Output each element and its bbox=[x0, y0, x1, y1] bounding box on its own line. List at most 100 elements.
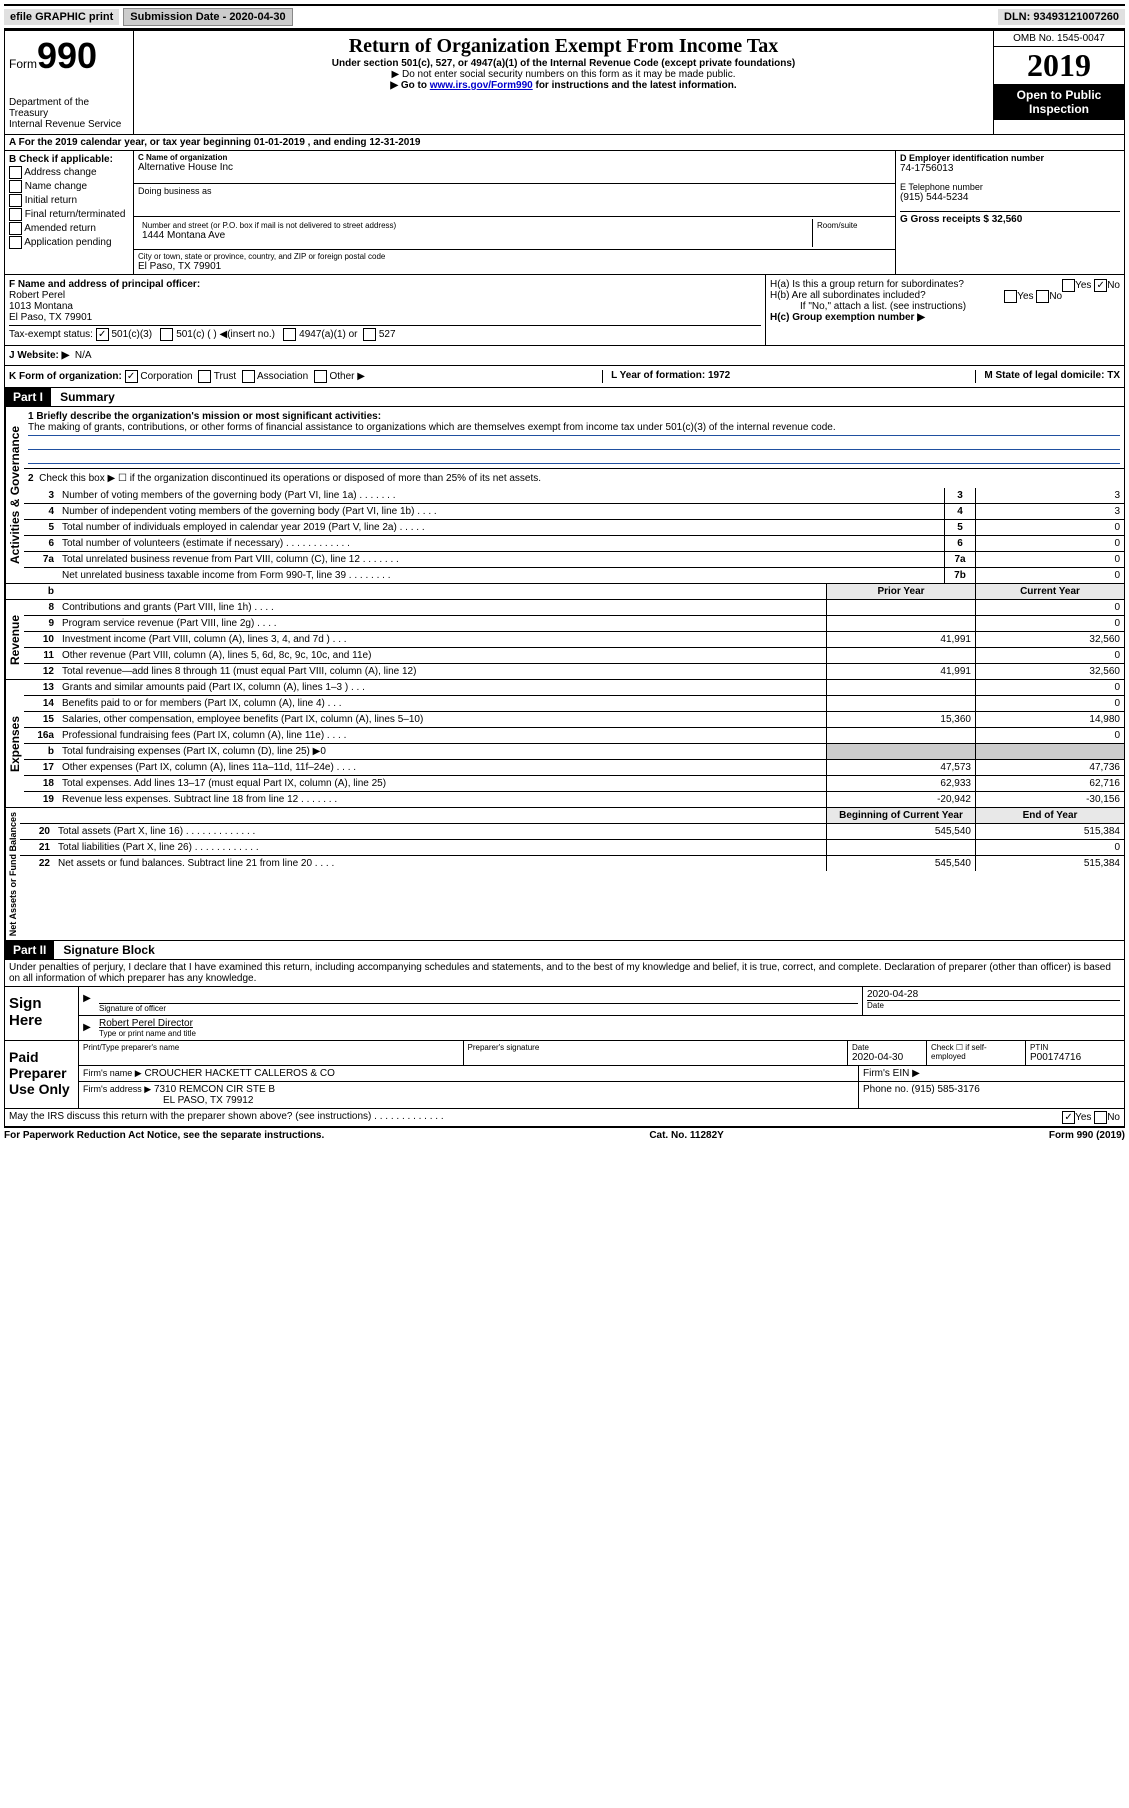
name-label: C Name of organization bbox=[138, 153, 891, 162]
rev-section: Revenue 8Contributions and grants (Part … bbox=[4, 600, 1125, 680]
prep-date: 2020-04-30 bbox=[852, 1052, 922, 1063]
part2-header-row: Part II Signature Block bbox=[4, 941, 1125, 960]
firm-phone: Phone no. (915) 585-3176 bbox=[859, 1082, 1124, 1108]
year-formation: L Year of formation: 1972 bbox=[602, 370, 738, 383]
tel-value: (915) 544-5234 bbox=[900, 192, 1120, 203]
hb-note: If "No," attach a list. (see instruction… bbox=[770, 301, 1120, 312]
part2-title: Signature Block bbox=[57, 943, 154, 957]
net-header-row: Net Assets or Fund Balances Beginning of… bbox=[4, 808, 1125, 941]
sig-name: Robert Perel Director bbox=[99, 1018, 1120, 1029]
ptin-label: PTIN bbox=[1030, 1043, 1120, 1052]
check-self: Check ☐ if self-employed bbox=[931, 1043, 1021, 1061]
sig-date: 2020-04-28 bbox=[867, 989, 1120, 1000]
row-j: J Website: ▶ N/A bbox=[4, 346, 1125, 366]
summary-line: 7aTotal unrelated business revenue from … bbox=[24, 552, 1124, 568]
paid-preparer-section: Paid Preparer Use Only Print/Type prepar… bbox=[4, 1041, 1125, 1109]
dept-label: Department of the TreasuryInternal Reven… bbox=[9, 97, 129, 130]
irs-link[interactable]: www.irs.gov/Form990 bbox=[430, 80, 533, 91]
exp-vert-label: Expenses bbox=[5, 680, 24, 807]
527-checkbox[interactable] bbox=[363, 328, 376, 341]
form-subtitle: Under section 501(c), 527, or 4947(a)(1)… bbox=[138, 58, 989, 69]
box-b: B Check if applicable: Address change Na… bbox=[5, 151, 134, 274]
prior-year-header: Prior Year bbox=[826, 584, 975, 599]
open-to-public: Open to Public Inspection bbox=[994, 84, 1124, 120]
exp-section: Expenses 13Grants and similar amounts pa… bbox=[4, 680, 1125, 808]
gov-vert-label: Activities & Governance bbox=[5, 407, 24, 583]
footer-left: For Paperwork Reduction Act Notice, see … bbox=[4, 1130, 324, 1141]
box-d: D Employer identification number 74-1756… bbox=[896, 151, 1124, 274]
rev-vert-label: Revenue bbox=[5, 600, 24, 679]
sign-here-section: Sign Here ▶ Signature of officer 2020-04… bbox=[4, 987, 1125, 1041]
dba-label: Doing business as bbox=[138, 186, 891, 196]
ptin-value: P00174716 bbox=[1030, 1052, 1120, 1063]
ha-label: H(a) Is this a group return for subordin… bbox=[770, 279, 1120, 290]
submission-button[interactable]: Submission Date - 2020-04-30 bbox=[123, 8, 292, 26]
form-note1: ▶ Do not enter social security numbers o… bbox=[138, 69, 989, 80]
end-year-header: End of Year bbox=[975, 808, 1124, 823]
summary-line: 22Net assets or fund balances. Subtract … bbox=[20, 856, 1124, 871]
summary-line: bTotal fundraising expenses (Part IX, co… bbox=[24, 744, 1124, 760]
footer-right: Form 990 (2019) bbox=[1049, 1130, 1125, 1141]
summary-line: 5Total number of individuals employed in… bbox=[24, 520, 1124, 536]
box-f-label: F Name and address of principal officer: bbox=[9, 279, 761, 290]
sig-officer-label: Signature of officer bbox=[99, 1003, 858, 1013]
line1-label: 1 Briefly describe the organization's mi… bbox=[28, 411, 1120, 422]
summary-line: 20Total assets (Part X, line 16) . . . .… bbox=[20, 824, 1124, 840]
line1-text: The making of grants, contributions, or … bbox=[28, 422, 1120, 433]
part2-declaration: Under penalties of perjury, I declare th… bbox=[4, 960, 1125, 987]
discuss-no[interactable] bbox=[1094, 1111, 1107, 1124]
rev-header-row: b Prior Year Current Year bbox=[4, 584, 1125, 600]
officer-addr1: 1013 Montana bbox=[9, 301, 761, 312]
gov-section: Activities & Governance 1 Briefly descri… bbox=[4, 407, 1125, 584]
omb-number: OMB No. 1545-0047 bbox=[994, 31, 1124, 47]
section-fh: F Name and address of principal officer:… bbox=[4, 275, 1125, 346]
form-note2: ▶ Go to www.irs.gov/Form990 for instruct… bbox=[138, 80, 989, 91]
city-label: City or town, state or province, country… bbox=[138, 252, 891, 261]
summary-line: 12Total revenue—add lines 8 through 11 (… bbox=[24, 664, 1124, 679]
box-c: C Name of organization Alternative House… bbox=[134, 151, 896, 274]
part1-header-row: Part I Summary bbox=[4, 388, 1125, 407]
corp-checkbox[interactable]: ✓ bbox=[125, 370, 138, 383]
page-footer: For Paperwork Reduction Act Notice, see … bbox=[4, 1127, 1125, 1143]
summary-line: 8Contributions and grants (Part VIII, li… bbox=[24, 600, 1124, 616]
org-city: El Paso, TX 79901 bbox=[138, 261, 891, 272]
form-label: Form bbox=[9, 57, 37, 71]
prep-sig-label: Preparer's signature bbox=[468, 1043, 844, 1052]
summary-line: 4Number of independent voting members of… bbox=[24, 504, 1124, 520]
sig-name-label: Type or print name and title bbox=[99, 1029, 1120, 1038]
summary-line: 3Number of voting members of the governi… bbox=[24, 488, 1124, 504]
ein-label: D Employer identification number bbox=[900, 153, 1120, 163]
discuss-yes[interactable]: ✓ bbox=[1062, 1111, 1075, 1124]
part1-header: Part I bbox=[5, 388, 51, 406]
org-name: Alternative House Inc bbox=[138, 162, 891, 173]
501c3-checkbox[interactable]: ✓ bbox=[96, 328, 109, 341]
state-domicile: M State of legal domicile: TX bbox=[975, 370, 1120, 383]
part2-header: Part II bbox=[5, 941, 54, 959]
hc-label: H(c) Group exemption number ▶ bbox=[770, 312, 1120, 323]
gross-receipts: G Gross receipts $ 32,560 bbox=[900, 214, 1022, 225]
4947-checkbox[interactable] bbox=[283, 328, 296, 341]
date-label: Date bbox=[867, 1000, 1120, 1010]
501c-checkbox[interactable] bbox=[160, 328, 173, 341]
tax-year: 2019 bbox=[994, 47, 1124, 84]
org-addr: 1444 Montana Ave bbox=[142, 230, 808, 241]
summary-line: 19Revenue less expenses. Subtract line 1… bbox=[24, 792, 1124, 807]
tel-label: E Telephone number bbox=[900, 182, 1120, 192]
other-checkbox[interactable] bbox=[314, 370, 327, 383]
trust-checkbox[interactable] bbox=[198, 370, 211, 383]
summary-line: 16aProfessional fundraising fees (Part I… bbox=[24, 728, 1124, 744]
tax-exempt-label: Tax-exempt status: bbox=[9, 329, 93, 340]
summary-line: 11Other revenue (Part VIII, column (A), … bbox=[24, 648, 1124, 664]
efile-label: efile GRAPHIC print bbox=[4, 9, 119, 25]
officer-name: Robert Perel bbox=[9, 290, 761, 301]
sign-here-label: Sign Here bbox=[5, 987, 79, 1040]
net-vert-label: Net Assets or Fund Balances bbox=[5, 808, 20, 940]
assoc-checkbox[interactable] bbox=[242, 370, 255, 383]
line2-text: Check this box ▶ ☐ if the organization d… bbox=[39, 473, 541, 484]
firm-name: CROUCHER HACKETT CALLEROS & CO bbox=[144, 1068, 334, 1079]
summary-line: 6Total number of volunteers (estimate if… bbox=[24, 536, 1124, 552]
current-year-header: Current Year bbox=[975, 584, 1124, 599]
summary-line: Net unrelated business taxable income fr… bbox=[24, 568, 1124, 583]
discuss-row: May the IRS discuss this return with the… bbox=[4, 1109, 1125, 1127]
summary-line: 10Investment income (Part VIII, column (… bbox=[24, 632, 1124, 648]
